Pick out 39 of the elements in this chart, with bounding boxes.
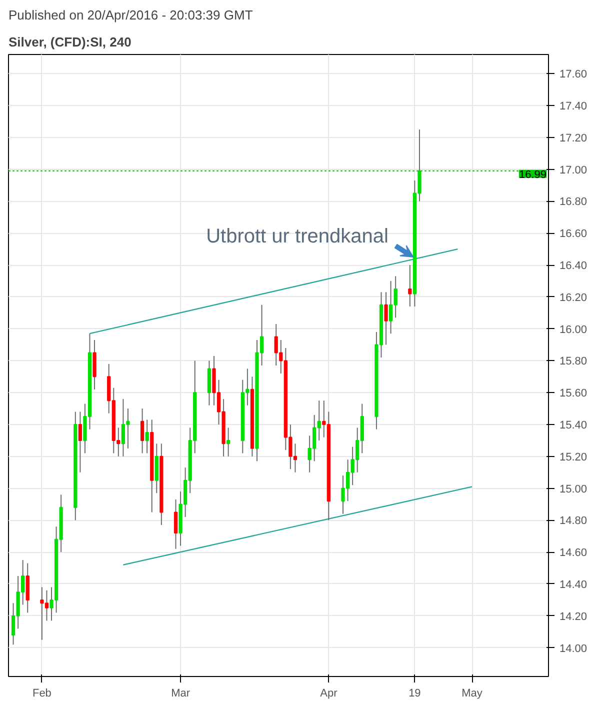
candlestick xyxy=(92,339,96,390)
y-tick-label: 16.60 xyxy=(560,228,588,240)
y-tick-label: 15.00 xyxy=(560,483,588,496)
x-tick-label: Apr xyxy=(320,688,338,700)
candlestick xyxy=(174,498,178,550)
y-tick-label: 17.00 xyxy=(560,164,588,176)
y-tick-label: 17.60 xyxy=(560,68,588,81)
candlestick xyxy=(78,411,82,473)
y-tick-label: 14.80 xyxy=(560,515,588,528)
candlestick xyxy=(26,562,30,614)
candlestick xyxy=(145,419,149,454)
y-tick-label: 15.60 xyxy=(560,388,588,400)
candlestick xyxy=(154,443,158,494)
y-tick-label: 17.40 xyxy=(560,100,588,113)
candlestick xyxy=(408,264,412,307)
y-tick-label: 16.00 xyxy=(560,324,588,336)
y-tick-label: 16.20 xyxy=(560,292,588,304)
chart-title: Published on 20/Apr/2016 - 20:03:39 GMT xyxy=(8,8,253,22)
y-tick-label: 16.80 xyxy=(560,196,588,208)
ref-line-label: 16.99 xyxy=(518,168,547,181)
y-tick-label: 15.20 xyxy=(560,451,588,464)
y-tick-label: 14.20 xyxy=(560,610,588,623)
y-tick-label: 15.80 xyxy=(560,356,588,368)
y-tick-label: 16.40 xyxy=(560,260,588,272)
candlestick xyxy=(384,292,388,346)
y-tick-label: 14.40 xyxy=(560,578,588,591)
annotation: Utbrott ur trendkanal xyxy=(206,225,388,248)
y-tick-label: 14.00 xyxy=(560,642,588,655)
y-tick-label: 14.60 xyxy=(560,547,588,560)
candlestick xyxy=(207,360,212,406)
candlestick xyxy=(140,408,144,454)
x-tick-label: Feb xyxy=(32,688,52,700)
x-tick-label: May xyxy=(462,688,483,700)
candlestick xyxy=(226,427,230,457)
chart-subtitle: Silver, (CFD):SI, 240 xyxy=(8,34,132,50)
y-tick-label: 15.40 xyxy=(560,420,588,432)
x-tick-label: Mar xyxy=(171,688,190,700)
y-tick-label: 17.20 xyxy=(560,132,588,144)
x-tick-label: 19 xyxy=(408,688,421,700)
